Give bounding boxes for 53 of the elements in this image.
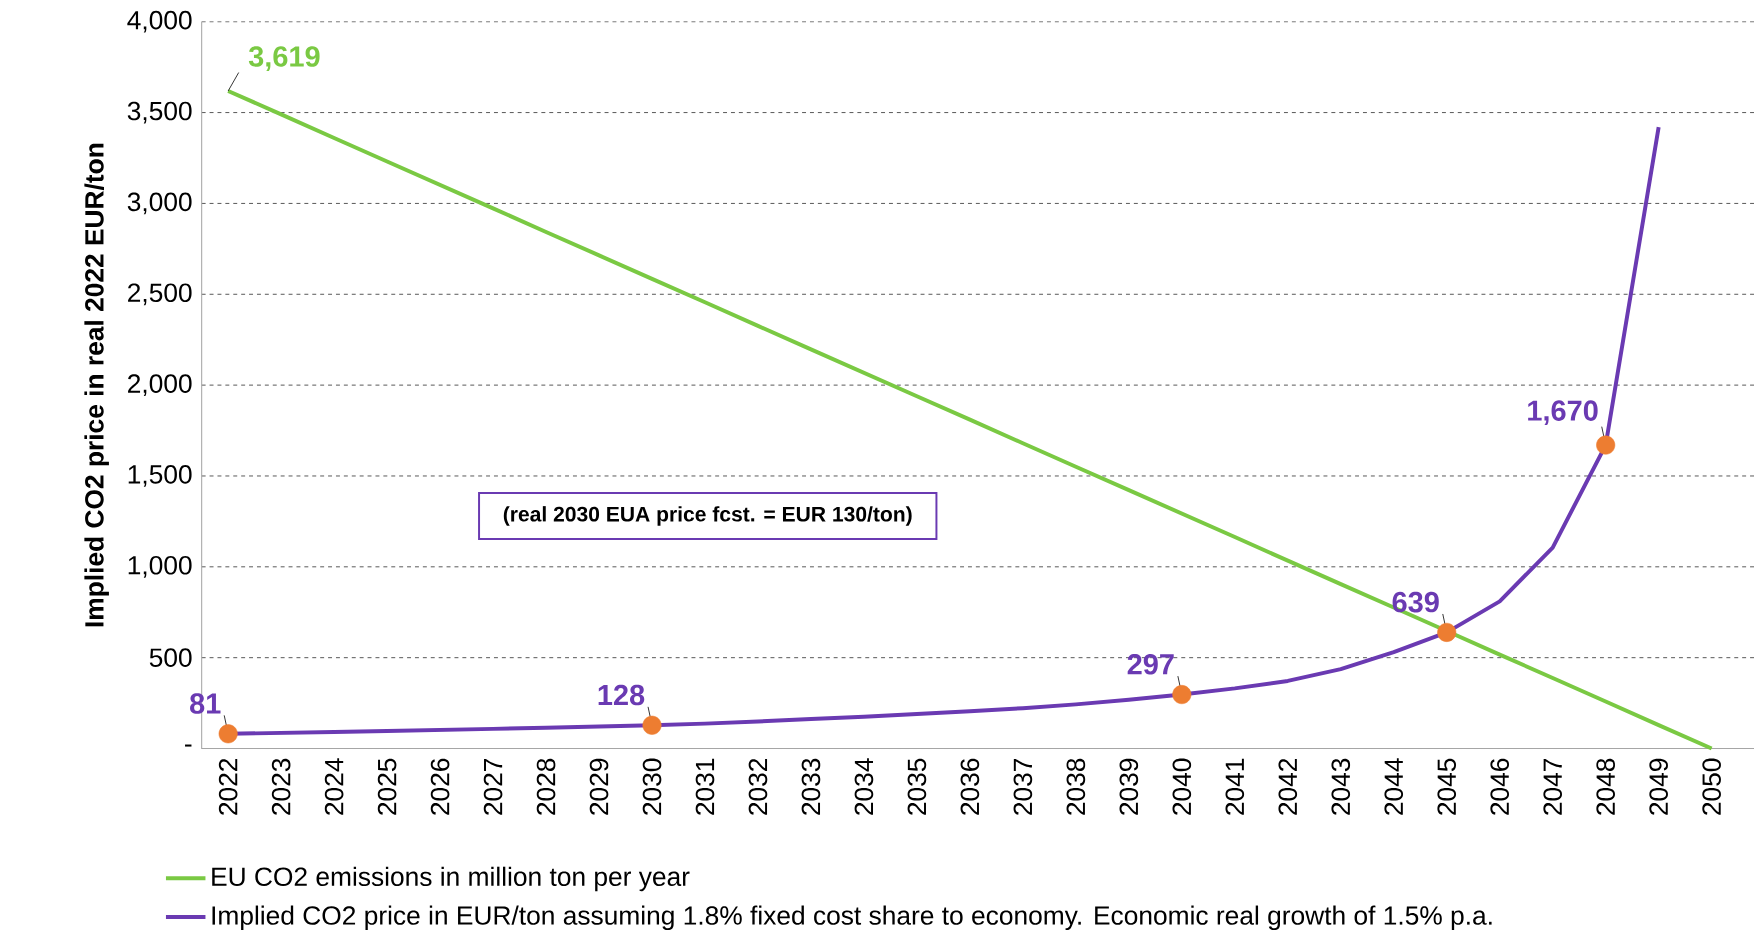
y-axis-title: Implied CO2 price in real 2022 EUR/ton bbox=[84, 143, 109, 627]
x-tick-label: 2029 bbox=[589, 758, 609, 815]
x-tick-label: 2034 bbox=[854, 758, 874, 815]
y-tick-label: 4,000 bbox=[127, 10, 192, 33]
x-tick-label: 2047 bbox=[1543, 758, 1563, 815]
legend-label: EU CO2 emissions in million ton per year bbox=[212, 866, 690, 892]
point bbox=[1437, 622, 1457, 642]
x-tick-label: 2031 bbox=[695, 758, 715, 815]
x-tick-label: 2041 bbox=[1225, 758, 1245, 815]
y-tick-label: 2,000 bbox=[128, 374, 192, 396]
x-tick-label: 2030 bbox=[642, 758, 662, 815]
x-tick-label: 2045 bbox=[1437, 758, 1457, 815]
x-tick-label: 2048 bbox=[1596, 758, 1615, 815]
x-tick-label: 2049 bbox=[1649, 758, 1668, 815]
point bbox=[1172, 685, 1192, 705]
x-tick-label: 2043 bbox=[1331, 758, 1351, 815]
x-tick-label: 2026 bbox=[430, 758, 450, 815]
x-tick-label: 2037 bbox=[1013, 758, 1033, 815]
data-label: 3,619 bbox=[248, 46, 320, 71]
data-label: 297 bbox=[1127, 654, 1174, 675]
x-tick-label: 2046 bbox=[1490, 758, 1510, 815]
x-tick-label: 2040 bbox=[1172, 758, 1192, 815]
x-tick-label: 2042 bbox=[1278, 758, 1298, 815]
x-tick-label: 2024 bbox=[324, 758, 344, 815]
x-tick-label: 2038 bbox=[1066, 758, 1086, 815]
data-label: 1,670 bbox=[1528, 400, 1598, 426]
x-tick-label: 2032 bbox=[748, 758, 768, 815]
x-tick-label: 2033 bbox=[801, 758, 821, 815]
point bbox=[1596, 435, 1616, 455]
y-tick-label: 500 bbox=[149, 648, 192, 667]
y-tick-label: 3,000 bbox=[127, 192, 192, 215]
x-tick-label: 2044 bbox=[1384, 758, 1404, 815]
x-tick-label: 2027 bbox=[483, 758, 503, 815]
x-tick-label: 2050 bbox=[1702, 758, 1721, 815]
point bbox=[218, 724, 238, 744]
y-tick-label: - bbox=[185, 744, 192, 747]
y-tick-label: 1,500 bbox=[128, 465, 192, 487]
data-label: 81 bbox=[190, 693, 221, 714]
x-tick-label: 2023 bbox=[271, 758, 291, 815]
point bbox=[642, 715, 662, 735]
x-tick-label: 2025 bbox=[377, 758, 397, 815]
x-tick-label: 2028 bbox=[536, 758, 556, 815]
data-label: 639 bbox=[1392, 591, 1439, 613]
y-tick-label: 1,000 bbox=[128, 555, 192, 578]
data-label: 128 bbox=[598, 684, 645, 706]
x-tick-label: 2022 bbox=[218, 758, 238, 815]
x-tick-label: 2035 bbox=[907, 758, 927, 815]
x-tick-label: 2036 bbox=[960, 758, 980, 815]
x-tick-label: 2039 bbox=[1119, 758, 1139, 815]
y-tick-label: 2,500 bbox=[128, 283, 192, 306]
y-tick-label: 3,500 bbox=[127, 101, 192, 124]
legend-label: Implied CO2 price in EUR/ton assuming 1.8% fixed cost share to economy. Economic real growth of 1.5% p.a. bbox=[212, 905, 1492, 931]
annotation: (real 2030 EUA price fcst. = EUR 130/ton) bbox=[503, 506, 912, 526]
